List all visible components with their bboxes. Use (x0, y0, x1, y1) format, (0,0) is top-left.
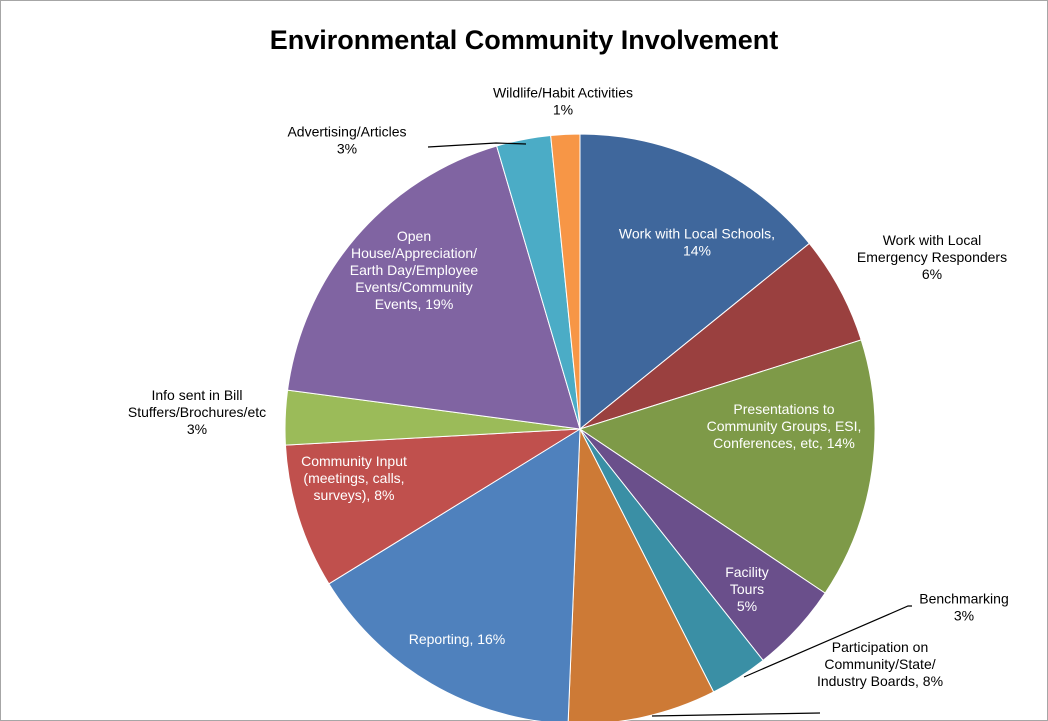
pie-slice-10 (287, 145, 581, 430)
slice-label-line: Conferences, etc, 14% (713, 435, 855, 451)
slice-label-7: Reporting, 16% (409, 631, 506, 647)
slice-label-line: surveys), 8% (314, 487, 395, 503)
slice-label-line: 3% (337, 141, 357, 157)
pie-slices (284, 133, 876, 721)
pie-slice-1 (579, 133, 811, 431)
chart-title: Environmental Community Involvement (269, 25, 779, 55)
slice-label-9: Info sent in Bill Stuffers/Brochures/etc 3… (128, 387, 266, 437)
slice-label-line: Work with Local Schools, (619, 226, 775, 242)
slice-label-10: Open House/Appreciation/Earth Day/Employe… (350, 228, 479, 312)
slice-label-line: Stuffers/Brochures/etc (128, 404, 266, 420)
slice-label-line: House/Appreciation/ (351, 245, 477, 261)
slice-label-line: 3% (187, 421, 207, 437)
slice-label-line: 5% (737, 598, 757, 614)
slice-label-line: 1% (553, 102, 573, 118)
slice-label-line: Participation on (832, 639, 929, 655)
slice-labels: Work with Local Schools, 14%Work with Loc… (128, 85, 1009, 690)
slice-label-4: Facility Tours 5% (725, 564, 769, 614)
slice-label-line: Industry Boards, 8% (817, 673, 943, 689)
slice-label-line: Info sent in Bill (151, 387, 242, 403)
slice-label-2: Work with Local Emergency Responders 6% (857, 232, 1007, 282)
leader-line-5 (743, 605, 912, 678)
slice-label-line: Wildlife/Habit Activities (493, 85, 633, 101)
pie-slice-7 (328, 428, 581, 721)
leader-line-11 (427, 142, 527, 148)
slice-label-1: Work with Local Schools, 14% (619, 226, 775, 259)
slice-label-11: Advertising/Articles 3% (287, 124, 406, 157)
slice-label-line: Reporting, 16% (409, 631, 506, 647)
slice-label-line: Open (397, 228, 431, 244)
pie-slice-12 (550, 133, 581, 430)
slice-label-line: Presentations to (733, 401, 834, 417)
slice-label-line: Earth Day/Employee (350, 262, 479, 278)
slice-label-line: 6% (922, 266, 942, 282)
slice-label-line: Benchmarking (919, 591, 1009, 607)
slice-label-line: 3% (954, 608, 974, 624)
slice-label-line: Tours (730, 581, 764, 597)
slice-label-line: Events/Community (355, 279, 472, 295)
slice-label-6: Participation on Community/State/Industry… (817, 639, 943, 689)
leader-lines (427, 142, 912, 717)
slice-label-line: Community Input (301, 453, 407, 469)
slice-label-line: Advertising/Articles (287, 124, 406, 140)
slice-label-line: (meetings, calls, (303, 470, 404, 486)
slice-label-line: Facility (725, 564, 769, 580)
slice-label-8: Community Input (meetings, calls, surveys)… (301, 453, 407, 503)
pie-slice-3 (578, 339, 876, 594)
slice-label-line: Community Groups, ESI, (707, 418, 862, 434)
pie-slice-6 (567, 427, 715, 721)
slice-label-line: 14% (683, 243, 711, 259)
slice-label-line: Community/State/ (824, 656, 935, 672)
slice-label-12: Wildlife/Habit Activities 1% (493, 85, 633, 118)
slice-label-line: Work with Local (883, 232, 982, 248)
slice-label-3: Presentations to Community Groups, ESI, Co… (707, 401, 862, 451)
pie-slice-8 (284, 428, 581, 585)
slice-label-line: Emergency Responders (857, 249, 1007, 265)
slice-label-line: Events, 19% (375, 296, 454, 312)
slice-label-5: Benchmarking 3% (919, 591, 1009, 624)
leader-line-6 (651, 712, 821, 717)
